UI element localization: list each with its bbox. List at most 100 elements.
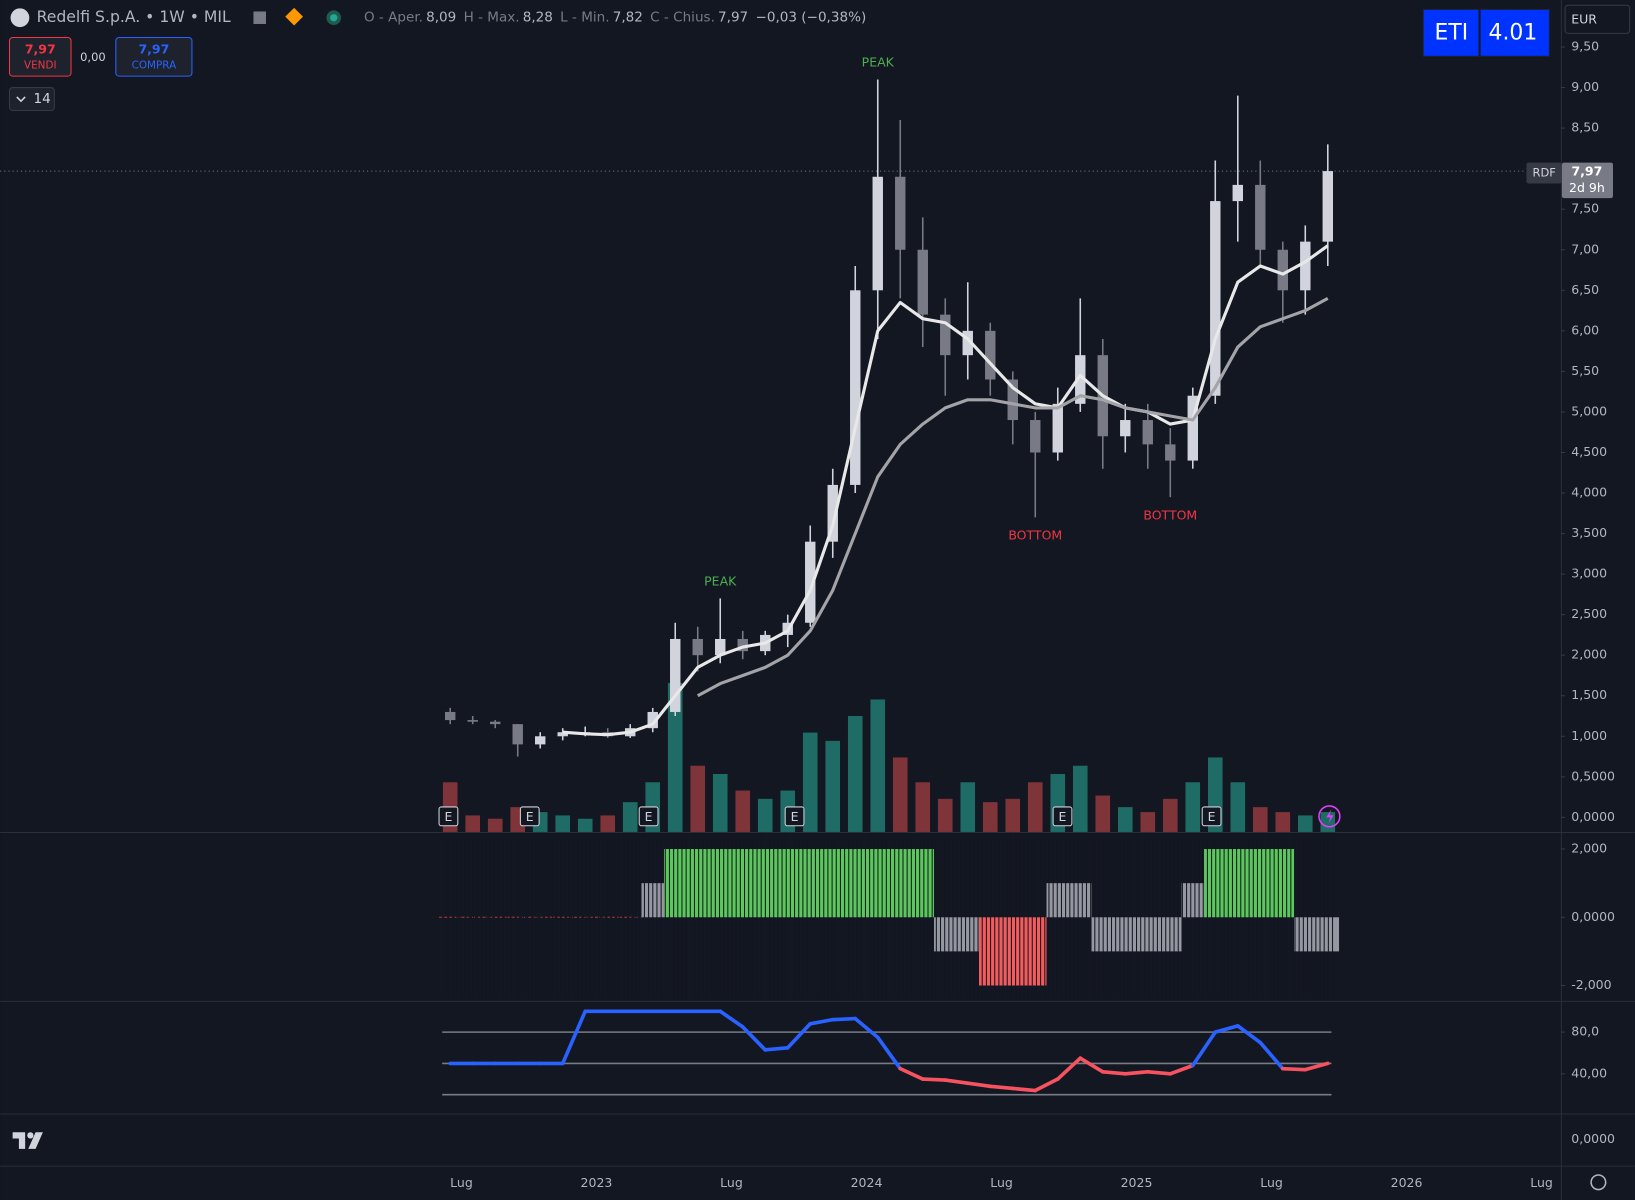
- volume-bar: [667, 682, 683, 832]
- earnings-label: E: [1059, 809, 1067, 824]
- volume-bar: [690, 765, 706, 832]
- candle-body: [647, 711, 658, 729]
- sell-button[interactable]: [8, 37, 72, 77]
- earnings-marker: [1052, 806, 1073, 827]
- last-price: 7,97: [1571, 164, 1602, 179]
- column-bar: [798, 849, 822, 918]
- y-tick-label: 9,50: [1571, 39, 1599, 54]
- column-bar: [663, 849, 687, 918]
- volume-bar: [847, 716, 863, 832]
- candle-body: [670, 638, 681, 712]
- x-tick-label: Lug: [720, 1175, 743, 1190]
- y-tick-label: 9,00: [1571, 79, 1599, 94]
- oscillator-segment: [853, 1016, 880, 1040]
- oscillator-segment: [875, 1035, 903, 1071]
- oscillator-segment: [920, 1077, 948, 1082]
- y-tick-label: 7,50: [1571, 201, 1599, 216]
- candle-body: [1210, 201, 1221, 396]
- candle-body: [940, 314, 951, 356]
- volume-bar: [487, 818, 503, 832]
- volume-bar: [1027, 782, 1043, 832]
- oscillator-segment: [898, 1066, 925, 1081]
- volume-bar: [870, 699, 886, 832]
- ohlc-value: 7,82: [613, 10, 643, 26]
- oscillator-segment: [830, 1016, 858, 1022]
- candle-body: [535, 736, 546, 745]
- y-tick-label: 5,000: [1571, 403, 1607, 418]
- volume-bar: [1185, 782, 1201, 832]
- oscillator-segment: [1168, 1063, 1195, 1076]
- y-tick-label: 3,000: [1571, 566, 1607, 581]
- oscillator-segment: [1213, 1024, 1240, 1034]
- symbol-price-tag: [1526, 162, 1562, 184]
- earnings-marker: [519, 806, 540, 827]
- alert-icon[interactable]: [1318, 805, 1341, 828]
- flag-icon[interactable]: [253, 11, 266, 24]
- annotation: BOTTOM: [1008, 528, 1062, 543]
- buy-button[interactable]: [115, 37, 193, 77]
- currency-selector[interactable]: [1564, 4, 1631, 34]
- y-tick-label: 6,00: [1571, 322, 1599, 337]
- earnings-label: E: [645, 809, 653, 824]
- candle-body: [1322, 171, 1334, 242]
- earnings-marker: [784, 806, 805, 827]
- y-tick-label: 0,0000: [1571, 909, 1615, 924]
- candle-body: [1300, 241, 1311, 291]
- volume-bar: [982, 802, 998, 832]
- indicator-count: 14: [33, 91, 50, 107]
- column-bar: [934, 917, 957, 952]
- oscillator-segment: [1145, 1069, 1173, 1076]
- volume-bar: [757, 798, 773, 832]
- y-tick-label: -2,000: [1571, 977, 1611, 992]
- buy-price: 7,97: [138, 42, 169, 57]
- currency: EUR: [1571, 11, 1597, 26]
- candle-body: [1120, 420, 1131, 437]
- column-bar: [889, 849, 912, 918]
- ohlc-label: C - Chius.: [650, 10, 715, 26]
- y-tick-label: 1,000: [1571, 728, 1607, 743]
- candle-body: [917, 249, 928, 315]
- column-bar: [1024, 917, 1047, 986]
- oscillator-segment: [1280, 1066, 1308, 1072]
- spread: 0,00: [80, 50, 106, 64]
- eti-badge: [1422, 8, 1550, 57]
- candle-body: [557, 732, 568, 737]
- column-bar: [1136, 917, 1160, 952]
- ohlc-label: O - Aper.: [364, 10, 423, 26]
- symbol-title[interactable]: Redelfi S.p.A. • 1W • MIL: [37, 7, 231, 26]
- oscillator-segment: [1010, 1086, 1038, 1093]
- oscillator-segment: [718, 1009, 745, 1029]
- candle-body: [1187, 395, 1198, 461]
- oscillator-segment: [1235, 1024, 1263, 1045]
- candle-body: [805, 541, 816, 623]
- buy-label: COMPRA: [132, 60, 178, 72]
- sell-label: VENDI: [24, 60, 57, 72]
- x-tick-label: 2025: [1121, 1175, 1153, 1190]
- y-tick-label: 0,5000: [1571, 768, 1615, 783]
- sell-price: 7,97: [25, 42, 56, 57]
- settings-icon[interactable]: [1590, 1174, 1607, 1191]
- candle-body: [467, 720, 478, 722]
- oscillator-segment: [1100, 1069, 1128, 1076]
- candle-body: [1232, 184, 1243, 202]
- candle-body: [1030, 420, 1041, 453]
- volume-bar: [1095, 795, 1111, 832]
- oscillator-segment: [808, 1017, 835, 1026]
- volume-bar: [1297, 815, 1313, 832]
- earnings-marker: [438, 806, 459, 827]
- candle-body: [1075, 355, 1086, 404]
- candle-body: [1165, 444, 1176, 461]
- oscillator-segment: [1190, 1030, 1218, 1068]
- volume-bar: [802, 732, 818, 832]
- ohlc-label: L - Min.: [560, 10, 609, 26]
- ohlc-value: 7,97: [718, 10, 748, 26]
- column-bar: [911, 849, 935, 918]
- collapse-button[interactable]: [8, 87, 55, 112]
- y-tick-label: 7,00: [1571, 241, 1599, 256]
- last-price-tag: [1561, 162, 1613, 199]
- oscillator-segment: [763, 1045, 790, 1052]
- bar-countdown: 2d 9h: [1569, 180, 1605, 195]
- volume-bar: [1252, 807, 1268, 832]
